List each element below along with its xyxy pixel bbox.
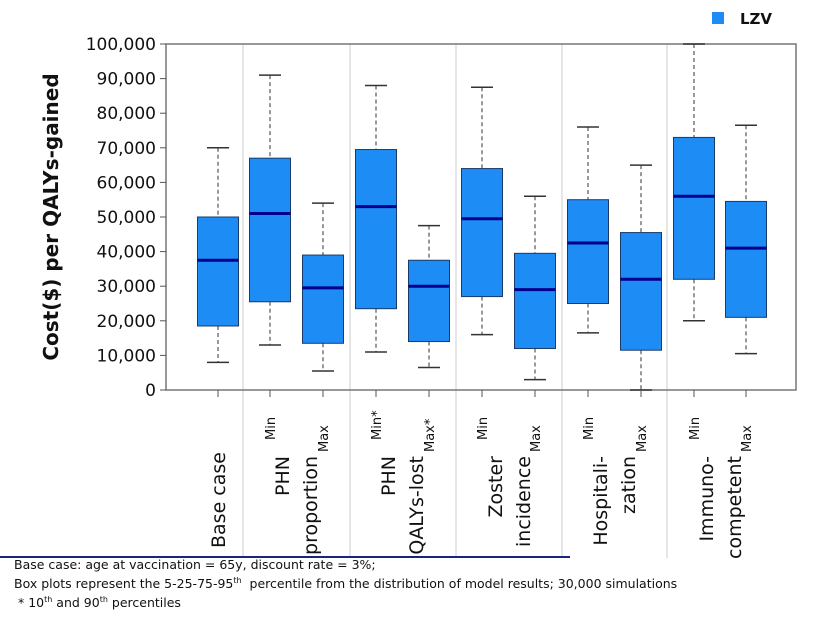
box-sublabel: Max*	[423, 418, 438, 452]
y-tick-label: 80,000	[97, 104, 156, 124]
box	[673, 136, 715, 280]
box-sublabel: Max	[529, 425, 544, 452]
y-tick-label: 50,000	[97, 208, 156, 228]
box-sublabel: Min	[688, 417, 703, 440]
footnote-3-sup-2: th	[99, 595, 108, 604]
legend-label: LZV	[740, 10, 772, 28]
y-tick-label: 0	[145, 381, 156, 401]
group-label: Base case	[208, 452, 230, 548]
group-label-line1: Zoster	[485, 456, 507, 518]
group-label-line1: PHN	[272, 456, 294, 496]
box	[567, 199, 609, 304]
footnote-3-text-c: percentiles	[107, 595, 181, 611]
group-label-line2: zation	[618, 456, 640, 514]
group-label-line2: incidence	[513, 456, 535, 547]
y-tick-label: 100,000	[86, 35, 156, 55]
footnote-2-text-b: percentile from the distribution of mode…	[241, 576, 678, 592]
y-tick-label: 40,000	[97, 243, 156, 263]
footnote-3: * 10th and 90th percentiles	[14, 595, 181, 610]
box-sublabel: Min	[582, 417, 597, 440]
group-label-line2: proportion	[300, 456, 322, 555]
box-sublabel: Min	[476, 417, 491, 440]
footnote-2-text: Box plots represent the 5-25-75-95	[14, 576, 234, 592]
box-sublabel: Max	[635, 425, 650, 452]
group-label-line2: competent	[724, 456, 746, 559]
y-tick-label: 10,000	[97, 346, 156, 366]
y-tick-label: 90,000	[97, 70, 156, 90]
footnote-2-sup: th	[233, 576, 242, 585]
group-label-line2: QALYs-lost	[406, 456, 428, 555]
footnote-3-text-b: and 90	[52, 595, 100, 611]
footnote-1: Base case: age at vaccination = 65y, dis…	[14, 557, 376, 572]
y-tick-label: 30,000	[97, 277, 156, 297]
group-label-line1: Hospitali-	[590, 456, 612, 546]
footnote-3-sup: th	[44, 595, 53, 604]
box	[197, 216, 239, 327]
box	[355, 149, 397, 310]
box	[461, 168, 503, 298]
y-tick-label: 70,000	[97, 139, 156, 159]
group-label-line1: PHN	[378, 456, 400, 496]
group-label-line1: Immuno-	[696, 456, 718, 542]
box	[514, 252, 556, 349]
y-axis-label: Cost($) per QALYs-gained	[39, 73, 63, 360]
box-sublabel: Max	[317, 425, 332, 452]
footnote-1-text: Base case: age at vaccination = 65y, dis…	[14, 557, 376, 572]
y-tick-label: 20,000	[97, 312, 156, 332]
box	[408, 259, 450, 343]
y-tick-label: 60,000	[97, 173, 156, 193]
box-sublabel: Min	[264, 417, 279, 440]
footnote-2: Box plots represent the 5-25-75-95th per…	[14, 576, 677, 591]
box	[725, 200, 767, 318]
box-sublabel: Max	[740, 425, 755, 452]
box-sublabel: Min*	[370, 410, 385, 440]
box	[620, 232, 662, 351]
legend-swatch	[712, 12, 724, 24]
box	[302, 254, 344, 344]
footnote-3-text: * 10	[14, 595, 45, 611]
box	[249, 157, 291, 303]
